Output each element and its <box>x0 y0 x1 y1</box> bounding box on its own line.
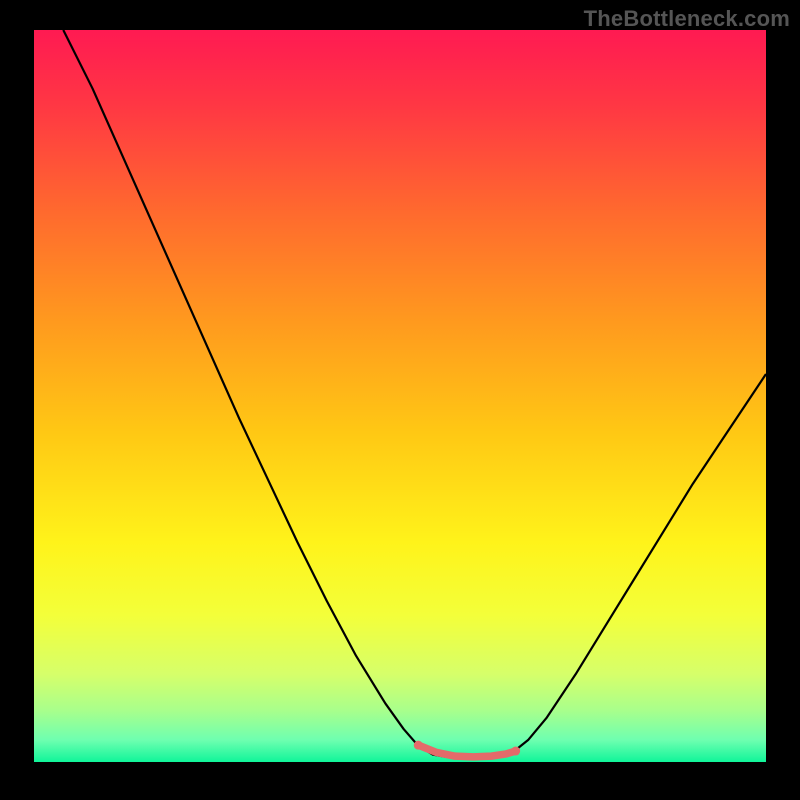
plot-svg <box>34 30 766 762</box>
plot-area <box>34 30 766 762</box>
chart-root: TheBottleneck.com <box>0 0 800 800</box>
watermark-text: TheBottleneck.com <box>584 6 790 32</box>
gradient-background <box>34 30 766 762</box>
trough-endpoint-1 <box>511 747 520 756</box>
trough-endpoint-0 <box>414 741 423 750</box>
